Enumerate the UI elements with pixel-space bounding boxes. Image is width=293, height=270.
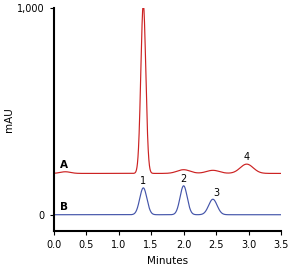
Text: 4: 4 [243, 152, 250, 162]
Text: 2: 2 [180, 174, 187, 184]
Text: B: B [60, 202, 68, 212]
Text: 1: 1 [140, 176, 146, 186]
X-axis label: Minutes: Minutes [147, 256, 188, 266]
Text: A: A [60, 160, 68, 170]
Text: 3: 3 [213, 188, 219, 198]
Y-axis label: mAU: mAU [4, 107, 14, 132]
